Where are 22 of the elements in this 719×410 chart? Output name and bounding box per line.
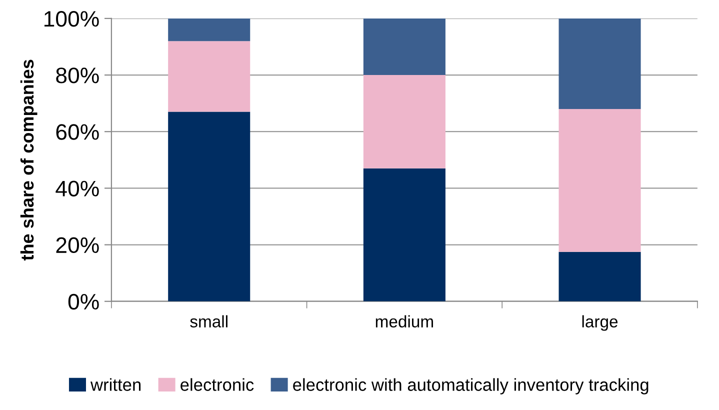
legend-label: electronic with automatically inventory tracking	[293, 378, 648, 394]
bar	[558, 18, 641, 109]
x-tick-label: large	[582, 315, 618, 331]
x-tick-label: medium	[376, 315, 433, 328]
bar	[363, 18, 446, 76]
y-tick-label: 20%	[56, 237, 99, 254]
bar	[363, 75, 446, 168]
bar	[168, 41, 250, 112]
y-tick-label: 60%	[56, 124, 99, 140]
legend-label: electronic	[180, 378, 254, 391]
y-tick-label: 80%	[56, 68, 99, 84]
legend-label: written	[90, 378, 141, 391]
bar	[168, 18, 250, 42]
y-axis-title: the share of companies	[20, 60, 38, 261]
bar	[363, 168, 446, 302]
x-tick-label: small	[190, 315, 228, 328]
y-tick-label: 100%	[44, 10, 99, 27]
bar	[558, 108, 641, 252]
bar	[558, 252, 641, 302]
y-tick-label: 40%	[56, 180, 99, 196]
y-tick-label: 0%	[68, 294, 99, 310]
bar	[168, 112, 250, 302]
